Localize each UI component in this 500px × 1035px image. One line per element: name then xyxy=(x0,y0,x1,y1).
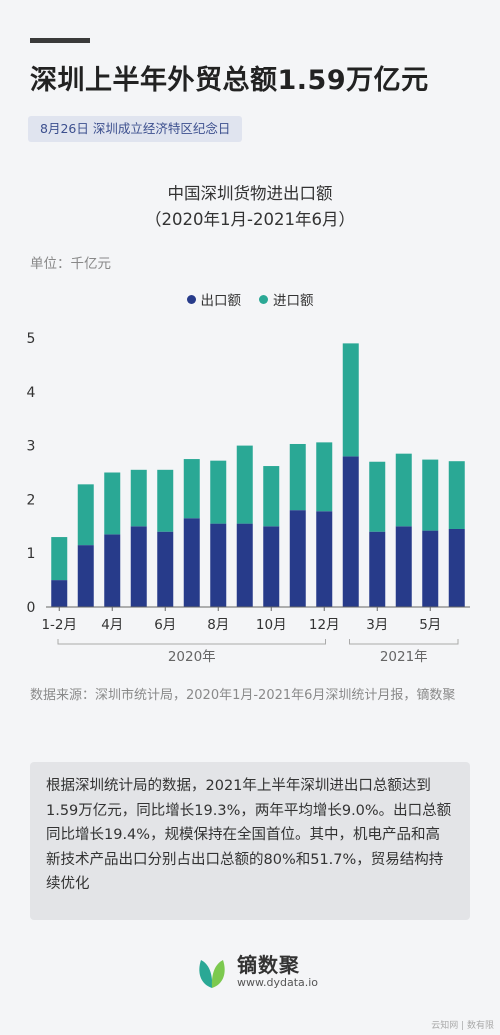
unit-label: 单位：千亿元 xyxy=(30,256,111,272)
x-tick-label: 5月 xyxy=(419,617,441,633)
bar-import xyxy=(395,453,412,527)
x-tick-label: 3月 xyxy=(366,617,388,633)
legend-item-import: 进口额 xyxy=(259,289,314,309)
chart-subtitle: （2020年1月-2021年6月） xyxy=(145,210,355,229)
bar-import xyxy=(183,459,200,519)
year-group-label: 2021年 xyxy=(380,649,428,665)
x-tick-label: 8月 xyxy=(207,617,229,633)
bar-export xyxy=(369,531,386,607)
bar-import xyxy=(51,537,68,581)
bar-import xyxy=(236,445,253,524)
bar-import xyxy=(342,343,359,457)
bar-export xyxy=(316,511,333,607)
legend-item-export: 出口额 xyxy=(186,289,242,309)
x-tick-label: 6月 xyxy=(154,617,176,633)
bar-import xyxy=(130,469,147,527)
y-tick-label: 0 xyxy=(27,600,36,616)
bar-import xyxy=(263,466,280,527)
bar-export xyxy=(263,526,280,607)
date-tag: 8月26日 深圳成立经济特区纪念日 xyxy=(28,116,243,142)
bar-import xyxy=(369,461,386,532)
bar-import xyxy=(289,443,306,511)
bar-import xyxy=(422,459,439,531)
bar-export xyxy=(210,523,227,607)
x-tick-label: 10月 xyxy=(256,617,287,633)
chart-title: 中国深圳货物进出口额 xyxy=(167,184,333,203)
x-tick-label: 4月 xyxy=(101,617,123,633)
brand-name: 镝数聚 xyxy=(237,953,300,977)
bar-export xyxy=(104,534,121,607)
x-tick-label: 1-2月 xyxy=(41,617,77,633)
bar-export xyxy=(395,526,412,607)
bar-import xyxy=(77,484,94,546)
bar-import xyxy=(316,442,333,512)
year-group-bracket xyxy=(57,639,326,645)
stacked-bar-chart: 0 1 2 3 4 5 1-2月 4月 6月 8月 10月 12月 3月 5月 2020年 2021年 xyxy=(27,331,470,665)
bar-export xyxy=(51,580,68,607)
bar-export xyxy=(236,523,253,607)
page-title: 深圳上半年外贸总额1.59万亿元 xyxy=(30,65,429,96)
bar-export xyxy=(157,531,174,607)
y-tick-label: 1 xyxy=(27,546,36,562)
y-tick-label: 5 xyxy=(27,331,36,347)
data-source-note: 数据来源：深圳市统计局，2020年1月-2021年6月深圳统计月报，镝数聚 xyxy=(30,688,456,703)
y-tick-label: 4 xyxy=(27,385,36,401)
brand-url: www.dydata.io xyxy=(237,976,319,989)
y-tick-label: 2 xyxy=(27,492,36,508)
year-group-label: 2020年 xyxy=(168,649,216,665)
year-group-bracket xyxy=(349,639,459,645)
legend-swatch-import xyxy=(259,294,268,304)
y-tick-label: 3 xyxy=(27,439,36,455)
footer-brand: 镝数聚 www.dydata.io xyxy=(195,954,318,990)
bar-export xyxy=(448,528,465,607)
legend-label-export: 出口额 xyxy=(200,293,242,309)
bar-export xyxy=(342,456,359,607)
bar-import xyxy=(104,472,121,535)
bar-export xyxy=(422,530,439,607)
bar-import xyxy=(157,469,174,532)
legend-swatch-export xyxy=(186,294,196,304)
x-tick-label: 12月 xyxy=(309,617,340,633)
brand-text: 镝数聚 www.dydata.io xyxy=(237,954,318,990)
bar-export xyxy=(183,518,200,607)
bar-import xyxy=(448,461,465,529)
legend-label-import: 进口额 xyxy=(273,293,314,309)
bar-export xyxy=(130,526,147,607)
leaf-logo-icon xyxy=(199,960,225,988)
corner-credit: 云知网 | 数有限 xyxy=(431,1021,494,1031)
title-accent-bar xyxy=(30,38,90,43)
chart-legend: 出口额 进口额 xyxy=(0,289,500,309)
bar-export xyxy=(77,545,94,607)
bar-export xyxy=(289,510,306,607)
summary-box: 根据深圳统计局的数据，2021年上半年深圳进出口总额达到1.59万亿元，同比增长… xyxy=(30,762,470,920)
bar-import xyxy=(210,460,227,524)
